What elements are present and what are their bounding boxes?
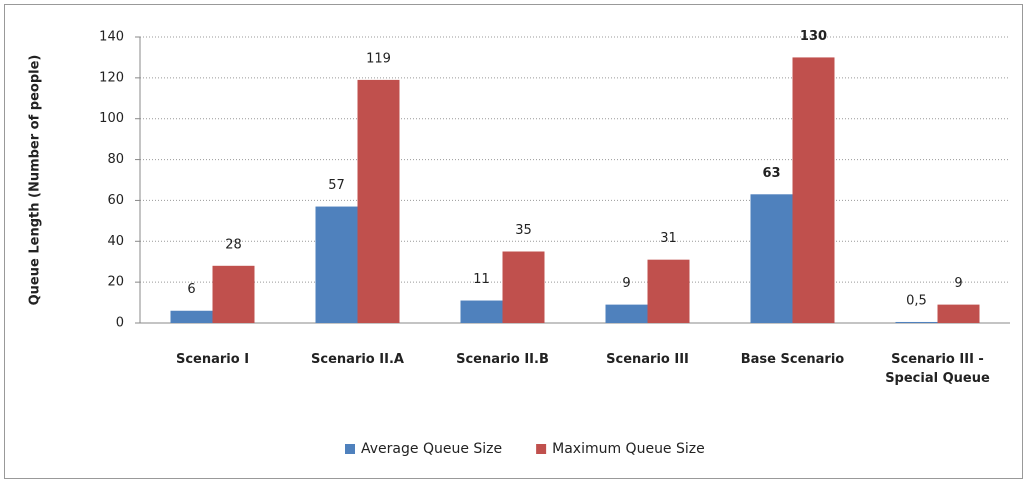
legend-label: Maximum Queue Size xyxy=(552,441,705,457)
bar xyxy=(460,300,503,323)
bar xyxy=(792,57,835,324)
bar xyxy=(895,321,938,323)
y-tick-label: 60 xyxy=(107,193,124,208)
data-label: 11 xyxy=(473,272,490,287)
bar xyxy=(357,79,400,324)
legend-swatch xyxy=(536,444,547,454)
y-tick-label: 120 xyxy=(99,70,124,85)
y-tick-label: 40 xyxy=(107,234,124,249)
x-tick-label: Scenario III xyxy=(606,352,689,367)
x-tick-label: Scenario III - Special Queue xyxy=(885,352,990,386)
chart-border xyxy=(4,4,1023,479)
x-tick-label: Scenario I xyxy=(175,352,250,367)
x-tick-label: Scenario II.A xyxy=(311,352,404,367)
bar xyxy=(750,194,793,323)
y-tick-label: 100 xyxy=(99,111,124,126)
data-label: 9 xyxy=(954,276,962,291)
bar xyxy=(315,206,358,323)
y-tick-label: 140 xyxy=(99,30,124,45)
legend-label: Average Queue Size xyxy=(361,441,502,457)
data-label: 35 xyxy=(515,223,532,238)
bar xyxy=(212,265,255,323)
y-tick-label: 20 xyxy=(107,275,124,290)
data-label: 119 xyxy=(366,51,391,66)
bar xyxy=(647,259,690,323)
data-label: 31 xyxy=(660,231,677,246)
x-tick-label: Base Scenario xyxy=(740,352,845,367)
data-label: 9 xyxy=(622,276,630,291)
x-tick-label: Scenario II.B xyxy=(456,352,549,367)
data-label: 28 xyxy=(225,237,242,252)
y-tick-label: 80 xyxy=(107,152,124,167)
bar xyxy=(937,304,980,323)
y-tick-label: 0 xyxy=(116,316,124,331)
data-label: 6 xyxy=(187,282,195,297)
bar xyxy=(502,251,545,323)
data-label: 0,5 xyxy=(906,293,927,308)
bar xyxy=(605,304,648,323)
data-label: 57 xyxy=(328,178,345,193)
data-label: 63 xyxy=(762,166,780,181)
data-label: 130 xyxy=(800,29,827,44)
legend-swatch xyxy=(345,444,355,454)
y-axis-label: Queue Length (Number of people) xyxy=(28,55,43,306)
bar xyxy=(170,310,213,323)
